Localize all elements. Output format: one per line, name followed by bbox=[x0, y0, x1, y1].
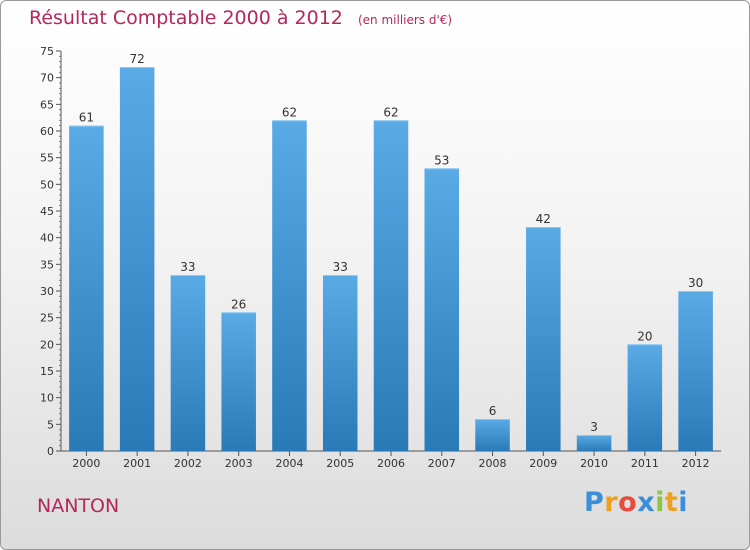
x-tick-label: 2010 bbox=[580, 457, 608, 470]
data-label: 62 bbox=[383, 105, 398, 119]
x-tick-label: 2004 bbox=[275, 457, 303, 470]
y-tick-label: 25 bbox=[40, 312, 54, 325]
x-tick-label: 2001 bbox=[123, 457, 151, 470]
bar bbox=[627, 344, 663, 451]
bar bbox=[221, 312, 256, 451]
data-label: 72 bbox=[130, 52, 145, 66]
y-tick-label: 20 bbox=[40, 338, 54, 351]
bar bbox=[576, 435, 612, 451]
logo-letter: r bbox=[604, 487, 619, 518]
data-label: 33 bbox=[180, 260, 195, 274]
logo-letter: P bbox=[584, 487, 605, 518]
x-tick-label: 2003 bbox=[225, 457, 253, 470]
data-label: 26 bbox=[231, 297, 246, 311]
x-tick-label: 2005 bbox=[326, 457, 354, 470]
logo-letter: x bbox=[637, 487, 656, 518]
y-tick-label: 50 bbox=[40, 178, 54, 191]
data-label: 6 bbox=[489, 404, 497, 418]
y-tick-label: 10 bbox=[40, 392, 54, 405]
x-tick-label: 2006 bbox=[377, 457, 405, 470]
data-label: 33 bbox=[333, 260, 348, 274]
bar bbox=[69, 125, 104, 452]
y-tick-label: 45 bbox=[40, 205, 54, 218]
y-tick-label: 35 bbox=[40, 258, 54, 271]
data-label: 30 bbox=[688, 276, 703, 290]
y-tick-label: 30 bbox=[40, 285, 54, 298]
bar bbox=[322, 275, 358, 451]
bars bbox=[69, 67, 713, 452]
y-tick-label: 70 bbox=[40, 72, 54, 85]
data-label: 61 bbox=[79, 111, 94, 125]
y-tick-label: 65 bbox=[40, 98, 54, 111]
data-label: 3 bbox=[590, 420, 598, 434]
bar bbox=[373, 120, 409, 451]
bar bbox=[678, 291, 713, 451]
bar bbox=[475, 419, 510, 451]
bar bbox=[526, 227, 561, 451]
x-tick-label: 2000 bbox=[72, 457, 100, 470]
bar bbox=[170, 275, 206, 451]
x-tick-label: 2012 bbox=[682, 457, 710, 470]
y-tick-label: 40 bbox=[40, 232, 54, 245]
city-name: NANTON bbox=[37, 495, 120, 517]
chart-title-block: Résultat Comptable 2000 à 2012 (en milli… bbox=[29, 7, 452, 29]
logo-letter: i bbox=[678, 487, 689, 518]
data-labels: 61 72 33 26 62 33 62 53 6 42 3 20 30 bbox=[79, 52, 704, 434]
logo-letter: o bbox=[618, 487, 638, 518]
logo-letter: t bbox=[664, 487, 679, 518]
y-tick-label: 5 bbox=[47, 418, 54, 431]
y-tick-label: 75 bbox=[40, 45, 54, 58]
data-label: 42 bbox=[536, 212, 551, 226]
x-tick-label: 2011 bbox=[631, 457, 659, 470]
x-tick-label: 2008 bbox=[479, 457, 507, 470]
chart-title: Résultat Comptable 2000 à 2012 bbox=[29, 7, 343, 29]
x-tick-label: 2002 bbox=[174, 457, 202, 470]
chart-subtitle: (en milliers d'€) bbox=[357, 13, 453, 27]
y-tick-label: 0 bbox=[47, 445, 54, 458]
proxiti-logo: Proxiti bbox=[584, 487, 688, 518]
bar bbox=[424, 168, 460, 452]
logo-letter: i bbox=[655, 487, 665, 518]
y-tick-label: 15 bbox=[40, 365, 54, 378]
x-tick-label: 2009 bbox=[529, 457, 557, 470]
x-tick-label: 2007 bbox=[428, 457, 456, 470]
bar bbox=[119, 67, 155, 451]
y-tick-label: 60 bbox=[40, 125, 54, 138]
data-label: 62 bbox=[282, 105, 297, 119]
data-label: 53 bbox=[434, 153, 449, 167]
y-tick-label: 55 bbox=[40, 152, 54, 165]
data-label: 20 bbox=[637, 329, 652, 343]
bar bbox=[272, 120, 307, 451]
